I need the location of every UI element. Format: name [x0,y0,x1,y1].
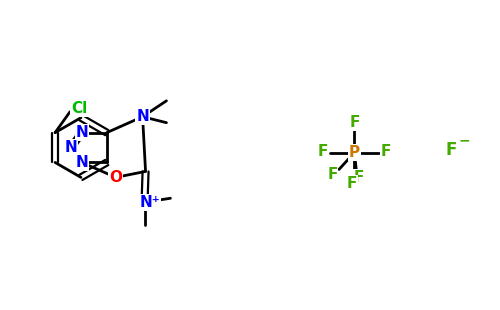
Text: F: F [318,144,328,158]
Text: N: N [64,140,78,155]
Text: Cl: Cl [71,101,87,116]
Text: F: F [381,144,392,158]
Text: F: F [346,176,357,191]
Text: F: F [328,167,338,182]
Text: N⁺: N⁺ [139,195,160,210]
Text: O: O [109,170,122,185]
Text: F: F [354,170,364,185]
Text: −: − [459,134,470,148]
Text: N: N [76,155,88,170]
Text: N: N [136,109,149,124]
Text: N: N [76,125,88,140]
Text: F: F [349,115,360,130]
Text: P: P [349,145,360,160]
Text: F: F [446,141,457,159]
